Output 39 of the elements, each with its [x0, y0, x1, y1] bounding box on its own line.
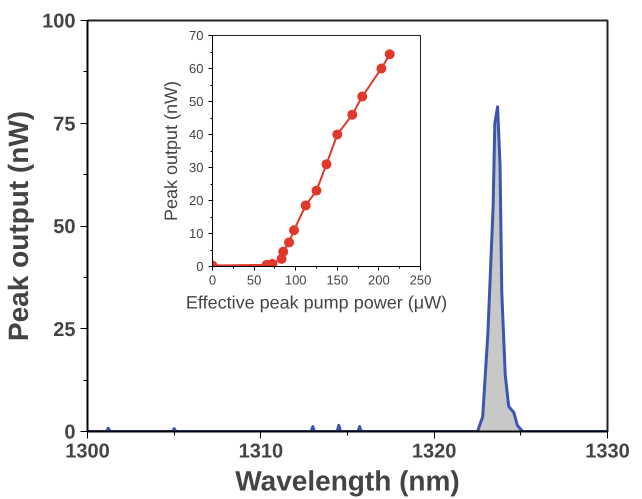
y-tick-label: 70 [189, 28, 204, 43]
point [376, 64, 386, 74]
point [384, 49, 395, 60]
x-tick-label: 50 [246, 272, 262, 288]
y-tick-label: 0 [64, 422, 76, 444]
y-tick-label: 60 [189, 61, 204, 76]
point [312, 186, 322, 196]
y-tick-label: 0 [196, 259, 204, 274]
y-axis-title: Peak output (nW) [3, 110, 34, 342]
y-tick-label: 25 [53, 318, 76, 341]
point [321, 159, 332, 170]
x-tick-label: 0 [208, 272, 216, 288]
y-tick-label: 50 [53, 216, 76, 238]
point [347, 110, 358, 120]
point [332, 130, 342, 140]
y-tick-label: 75 [53, 113, 76, 136]
y-tick-label: 50 [189, 94, 204, 109]
x-tick-label: 200 [368, 272, 390, 288]
point [278, 246, 288, 257]
point [284, 237, 294, 248]
x-tick-label: 150 [326, 272, 348, 288]
y-tick-label: 20 [189, 193, 204, 208]
y-tick-label: 30 [189, 160, 204, 175]
y-axis-title: Peak output (nW) [161, 80, 182, 222]
point [289, 225, 300, 236]
x-axis-title: Effective peak pump power (μW) [186, 292, 448, 312]
x-tick-label: 250 [410, 272, 432, 288]
x-tick-label: 1320 [412, 440, 456, 462]
y-tick-label: 100 [42, 10, 76, 32]
y-tick-label: 10 [189, 226, 204, 241]
x-tick-label: 1330 [585, 440, 630, 462]
point [300, 200, 311, 210]
y-tick-label: 40 [189, 127, 204, 142]
x-tick-label: 1310 [238, 440, 284, 462]
x-tick-label: 100 [284, 272, 307, 288]
point [267, 258, 278, 266]
x-tick-label: 1300 [65, 440, 110, 462]
point [357, 92, 368, 102]
x-axis-title: Wavelength (nm) [235, 466, 460, 496]
